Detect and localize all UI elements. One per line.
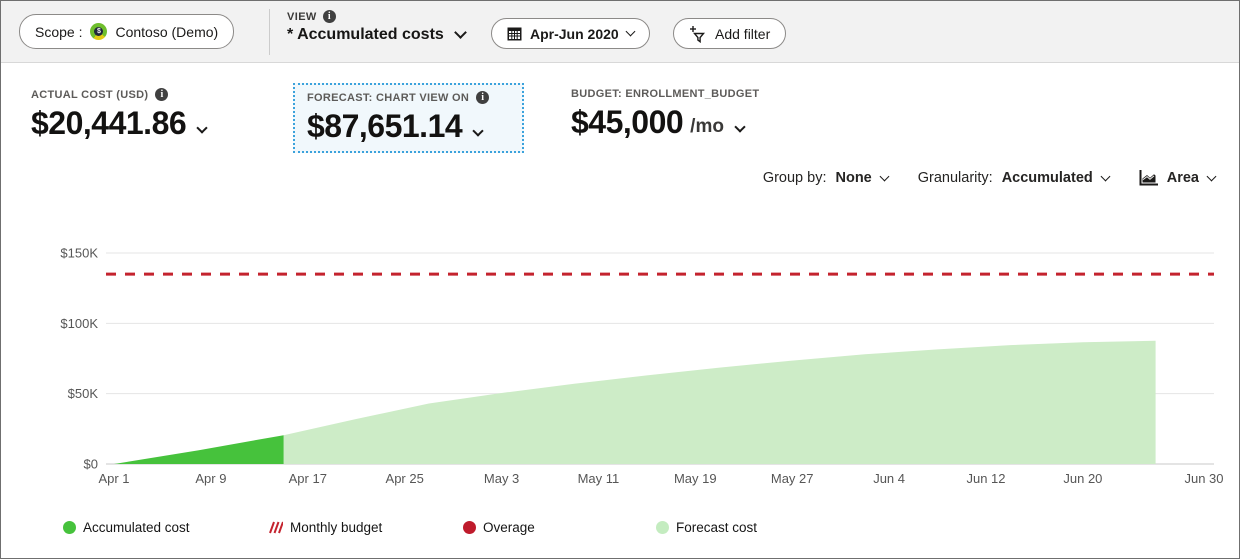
y-axis-label: $100K bbox=[60, 316, 98, 331]
info-icon[interactable] bbox=[155, 88, 169, 101]
billing-account-icon bbox=[90, 23, 108, 40]
x-axis-label: Apr 25 bbox=[386, 471, 424, 486]
group-by-dropdown[interactable]: Group by: None bbox=[762, 170, 890, 186]
chevron-down-icon[interactable] bbox=[734, 120, 746, 133]
x-axis-label: Jun 30 bbox=[1184, 471, 1223, 486]
add-filter-label: Add filter bbox=[715, 25, 771, 42]
scope-label: Scope : bbox=[35, 23, 83, 40]
chart-controls: Group by: None Granularity: Accumulated … bbox=[762, 170, 1217, 186]
y-axis-label: $0 bbox=[84, 457, 98, 472]
series-forecast-cost bbox=[283, 340, 1156, 464]
chevron-down-icon bbox=[1100, 171, 1111, 181]
x-axis-label: May 11 bbox=[578, 471, 620, 486]
chevron-down-icon bbox=[879, 171, 890, 181]
date-range-value: Apr-Jun 2020 bbox=[530, 25, 619, 42]
forecast-value: $87,651.14 bbox=[307, 108, 463, 144]
x-axis-label: Apr 17 bbox=[289, 471, 327, 486]
area-chart-icon bbox=[1139, 170, 1158, 186]
x-axis-label: Apr 9 bbox=[195, 471, 226, 486]
kpi-budget: BUDGET: ENROLLMENT_BUDGET $45,000 /mo bbox=[571, 88, 759, 141]
actual-cost-value: $20,441.86 bbox=[31, 105, 187, 141]
x-axis-label: May 19 bbox=[674, 471, 717, 486]
info-icon[interactable] bbox=[476, 91, 490, 104]
chevron-down-icon bbox=[1206, 171, 1217, 181]
overage-swatch-icon bbox=[463, 521, 476, 534]
group-by-value: None bbox=[835, 170, 872, 186]
kpi-forecast-cost[interactable]: FORECAST: CHART VIEW ON $87,651.14 bbox=[293, 83, 524, 153]
chevron-down-icon bbox=[453, 26, 467, 39]
forecast-cost-swatch-icon bbox=[656, 521, 669, 534]
toolbar-divider bbox=[269, 9, 270, 55]
budget-label: BUDGET: ENROLLMENT_BUDGET bbox=[571, 88, 760, 100]
granularity-value: Accumulated bbox=[1001, 170, 1093, 186]
chevron-down-icon bbox=[625, 26, 636, 37]
x-axis-label: Apr 1 bbox=[98, 471, 129, 486]
granularity-dropdown[interactable]: Granularity: Accumulated bbox=[917, 170, 1111, 186]
legend-item-forecast-cost: Forecast cost bbox=[656, 520, 757, 535]
view-selector: VIEW * Accumulated costs bbox=[287, 10, 467, 44]
chart-type-value: Area bbox=[1166, 170, 1199, 186]
scope-value: Contoso (Demo) bbox=[115, 23, 219, 40]
forecast-label: FORECAST: CHART VIEW ON bbox=[307, 91, 470, 104]
legend-label: Accumulated cost bbox=[83, 520, 190, 535]
kpi-actual-cost: ACTUAL COST (USD) $20,441.86 bbox=[31, 88, 208, 142]
legend-label: Overage bbox=[483, 520, 535, 535]
monthly-budget-hatch-icon bbox=[269, 521, 283, 534]
granularity-label: Granularity: bbox=[917, 170, 993, 186]
add-filter-button[interactable]: Add filter bbox=[673, 18, 787, 49]
info-icon[interactable] bbox=[322, 10, 336, 23]
budget-value: $45,000 bbox=[571, 104, 684, 140]
x-axis-label: May 3 bbox=[484, 471, 519, 486]
x-axis-label: Jun 12 bbox=[966, 471, 1005, 486]
calendar-icon bbox=[507, 27, 522, 41]
x-axis-label: Jun 20 bbox=[1063, 471, 1102, 486]
legend-item-accumulated-cost: Accumulated cost bbox=[63, 520, 190, 535]
budget-suffix: /mo bbox=[690, 115, 724, 137]
add-filter-icon bbox=[690, 25, 706, 43]
view-dropdown[interactable]: * Accumulated costs bbox=[287, 26, 467, 44]
x-axis-label: May 27 bbox=[771, 471, 814, 486]
y-axis-label: $50K bbox=[68, 386, 99, 401]
view-label: VIEW bbox=[287, 10, 317, 23]
toolbar: Scope : Contoso (Demo) VIEW * Accumulate… bbox=[1, 1, 1239, 63]
y-axis-label: $150K bbox=[60, 245, 98, 260]
actual-cost-label: ACTUAL COST (USD) bbox=[31, 88, 149, 101]
group-by-label: Group by: bbox=[762, 170, 827, 186]
x-axis-label: Jun 4 bbox=[873, 471, 905, 486]
legend-label: Monthly budget bbox=[290, 520, 383, 535]
legend-item-monthly-budget: Monthly budget bbox=[269, 520, 382, 535]
chart-legend: Accumulated cost Monthly budget Overage … bbox=[1, 520, 1239, 540]
date-range-picker[interactable]: Apr-Jun 2020 bbox=[491, 18, 650, 49]
cost-chart[interactable]: $0 $50K $100K $150K Apr 1 Apr 9 Apr 17 Apr 25 Ma… bbox=[1, 229, 1239, 501]
chevron-down-icon[interactable] bbox=[196, 121, 208, 134]
accumulated-cost-swatch-icon bbox=[63, 521, 76, 534]
legend-label: Forecast cost bbox=[676, 520, 758, 535]
chart-type-dropdown[interactable]: Area bbox=[1139, 170, 1217, 186]
view-value: * Accumulated costs bbox=[287, 26, 444, 43]
legend-item-overage: Overage bbox=[463, 520, 535, 535]
scope-picker[interactable]: Scope : Contoso (Demo) bbox=[19, 14, 235, 49]
series-accumulated-cost bbox=[114, 435, 284, 464]
chevron-down-icon[interactable] bbox=[472, 124, 484, 137]
